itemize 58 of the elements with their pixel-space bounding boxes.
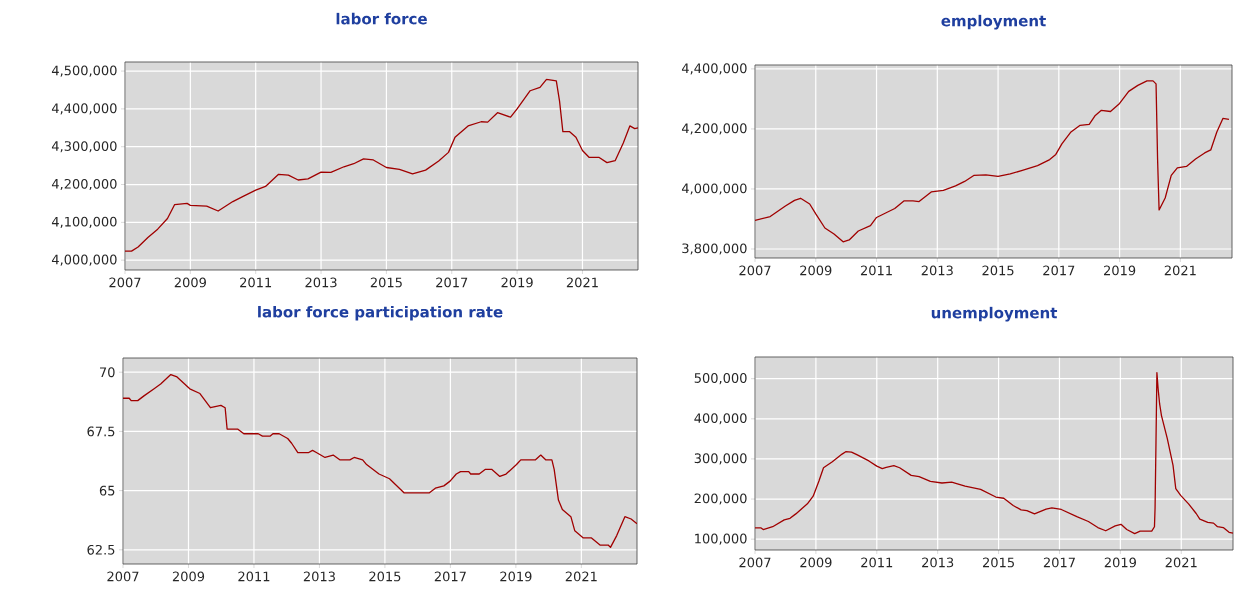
y-tick-label: 200,000 [694, 493, 747, 505]
y-tick-label: 4,000,000 [681, 183, 747, 195]
chart-title: unemployment [931, 306, 1058, 322]
y-tick-label: 4,300,000 [51, 141, 117, 153]
y-tick-label: 3,800,000 [682, 243, 747, 255]
x-tick-label: 2011 [238, 571, 270, 582]
x-tick-label: 2007 [739, 557, 771, 568]
x-tick-label: 2013 [303, 571, 335, 582]
x-tick-label: 2009 [800, 265, 832, 276]
y-tick-label: 4,400,000 [51, 103, 117, 115]
x-tick-label: 2021 [565, 571, 597, 582]
line-series [755, 372, 1234, 535]
y-tick-label: 4,200,000 [51, 178, 117, 191]
chart-title: labor force [336, 12, 427, 25]
x-tick-label: 2009 [174, 277, 206, 288]
x-tick-label: 2007 [739, 265, 771, 276]
x-tick-label: 2013 [305, 277, 337, 288]
x-tick-label: 2013 [921, 265, 953, 276]
x-tick-label: 2007 [107, 571, 139, 582]
y-tick-label: 67.5 [87, 426, 115, 437]
x-tick-label: 2011 [861, 557, 893, 568]
x-tick-label: 2011 [860, 265, 892, 276]
x-tick-label: 2017 [1043, 265, 1075, 276]
y-tick-label: 65 [99, 485, 115, 496]
x-tick-label: 2009 [172, 571, 205, 582]
x-tick-label: 2017 [434, 571, 466, 582]
line-series [755, 80, 1230, 243]
x-tick-label: 2015 [369, 571, 401, 582]
x-tick-label: 2017 [1043, 557, 1075, 568]
x-tick-label: 2021 [566, 277, 598, 288]
chart-title: labor force participation rate [258, 305, 503, 321]
y-tick-label: 4,500,000 [51, 65, 117, 77]
y-tick-label: 70 [100, 367, 115, 378]
x-tick-label: 2021 [1164, 265, 1196, 276]
y-tick-label: 400,000 [694, 413, 747, 425]
line-series [125, 78, 639, 252]
y-tick-label: 4,400,000 [681, 63, 747, 75]
x-tick-label: 2019 [501, 277, 533, 288]
x-tick-label: 2007 [109, 277, 141, 288]
y-tick-label: 300,000 [694, 453, 747, 465]
y-tick-label: 4,200,000 [681, 123, 747, 135]
x-tick-label: 2015 [370, 277, 402, 288]
y-tick-label: 100,000 [695, 533, 747, 545]
y-tick-label: 500,000 [694, 373, 747, 385]
x-tick-label: 2009 [800, 557, 832, 568]
y-tick-label: 4,100,000 [51, 216, 117, 228]
x-tick-label: 2021 [1165, 557, 1197, 568]
x-tick-label: 2017 [436, 277, 468, 288]
y-tick-label: 62.5 [87, 544, 115, 555]
x-tick-label: 2013 [922, 557, 954, 568]
chart-title: employment [941, 14, 1046, 30]
x-tick-label: 2019 [1104, 557, 1136, 568]
x-tick-label: 2019 [1104, 265, 1136, 276]
y-tick-label: 4,000,000 [51, 254, 117, 266]
x-tick-label: 2019 [500, 571, 532, 582]
x-tick-label: 2011 [240, 277, 272, 288]
x-tick-label: 2015 [982, 557, 1014, 568]
x-tick-label: 2015 [982, 265, 1014, 276]
